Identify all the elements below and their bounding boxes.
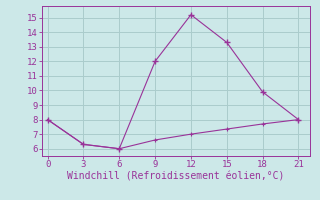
X-axis label: Windchill (Refroidissement éolien,°C): Windchill (Refroidissement éolien,°C) (67, 172, 285, 182)
